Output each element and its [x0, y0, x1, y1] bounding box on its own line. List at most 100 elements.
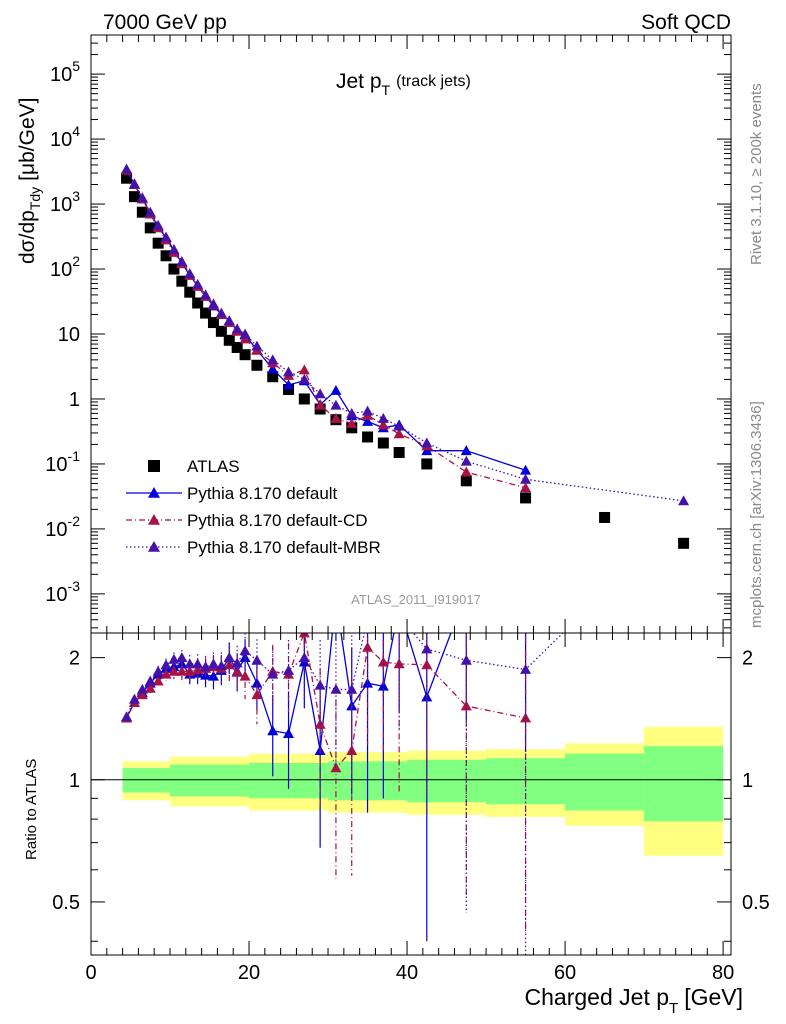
mc-point — [184, 268, 196, 279]
ratio-point — [362, 677, 374, 688]
stat-uncertainty-band — [644, 746, 724, 822]
ratio-point — [298, 652, 310, 663]
mc-point — [678, 495, 690, 506]
atlas-data-point — [520, 492, 532, 504]
header-right: Soft QCD — [641, 11, 731, 34]
atlas-data-point — [144, 222, 156, 234]
mc-point — [520, 473, 532, 484]
rivet-label: Rivet 3.1.10, ≥ 200k events — [748, 83, 765, 265]
ratio-point — [394, 611, 405, 621]
legend: ATLAS Pythia 8.170 default Pythia 8.170 de… — [126, 457, 381, 557]
mc-point — [330, 413, 342, 423]
mc-point — [460, 455, 472, 466]
ratio-plot-frame — [90, 632, 732, 956]
chart-title: Jet pT (track jets) — [336, 70, 471, 98]
ratio-point — [176, 665, 188, 676]
ratio-tick-label-left: 1 — [69, 770, 80, 792]
ratio-plot-series — [121, 601, 564, 955]
mc-point — [231, 323, 243, 334]
mc-point — [267, 363, 279, 374]
legend-marker — [148, 487, 160, 498]
ratio-series-1 — [121, 601, 531, 942]
ratio-point — [152, 665, 164, 676]
y-tick-label: 103 — [50, 188, 80, 216]
ratio-point — [314, 718, 326, 729]
ratio-point — [330, 762, 342, 773]
ratio-point — [128, 693, 140, 704]
atlas-data-point — [207, 317, 219, 329]
ratio-point — [460, 654, 472, 665]
y-tick-label: 102 — [50, 253, 80, 281]
ratio-point — [330, 683, 342, 694]
atlas-data-point — [460, 475, 472, 487]
mc-point — [121, 163, 133, 174]
y-axis-label-main: dσ/dp — [16, 210, 39, 264]
ratio-point — [346, 745, 358, 756]
ratio-point — [121, 711, 133, 722]
ratio-point — [362, 641, 374, 652]
ratio-y-axis-label: Ratio to ATLAS — [23, 759, 40, 860]
y-axis-label-sub: Tdy — [27, 187, 43, 210]
y-tick-label: 105 — [50, 58, 80, 86]
mc-point — [330, 385, 342, 395]
x-tick-label: 0 — [85, 962, 96, 984]
ratio-point — [520, 712, 532, 723]
atlas-data-point — [192, 297, 204, 309]
legend-item: Pythia 8.170 default-CD — [126, 511, 368, 530]
ratio-point — [239, 670, 251, 681]
x-axis-label-main: Charged Jet p — [525, 984, 669, 1010]
ratio-point — [231, 666, 243, 677]
legend-marker — [148, 460, 160, 472]
mc-point — [239, 328, 251, 339]
ratio-point — [152, 675, 164, 686]
axis-ticks: 0 20 40 60 80 10-3 10-2 10-1 1 10 102 103 104 105 0.5 0… — [45, 34, 770, 984]
mc-point — [283, 379, 295, 390]
y-tick-label: 10-2 — [45, 513, 80, 541]
y-axis-label: dσ/dpTdy [μb/GeV] — [16, 98, 43, 265]
ratio-point — [168, 653, 180, 664]
ratio-point — [160, 659, 172, 670]
main-plot-series — [121, 163, 690, 549]
ratio-tick-label-left: 2 — [69, 648, 80, 670]
mc-point — [176, 256, 188, 267]
ratio-point — [207, 670, 219, 681]
atlas-data-point — [128, 191, 140, 203]
atlas-data-point — [421, 458, 433, 470]
mc-point — [144, 206, 156, 217]
ratio-point — [251, 689, 263, 700]
mc-point — [298, 373, 310, 384]
ratio-point — [231, 657, 243, 668]
mc-point — [207, 298, 219, 309]
series-0 — [121, 172, 690, 549]
ratio-point — [520, 601, 531, 611]
legend-label: Pythia 8.170 default-MBR — [187, 538, 381, 557]
ratio-point — [346, 683, 358, 694]
ratio-point — [314, 679, 326, 690]
ratio-point — [144, 675, 156, 686]
legend-marker — [148, 541, 160, 552]
ratio-point — [362, 613, 373, 623]
stat-uncertainty-band — [170, 764, 250, 797]
atlas-data-point — [223, 334, 235, 346]
ratio-tick-label-right: 1 — [742, 770, 753, 792]
atlas-data-point — [239, 349, 251, 361]
ratio-point — [207, 658, 219, 669]
mc-point — [393, 420, 405, 431]
y-axis-label-unit: [μb/GeV] — [16, 98, 39, 181]
mcplots-label: mcplots.cern.ch [arXiv:1306.3436] — [748, 401, 765, 628]
mc-point — [283, 366, 295, 377]
series-2 — [121, 164, 532, 493]
legend-item: Pythia 8.170 default — [126, 484, 338, 503]
ratio-point — [136, 683, 148, 694]
stat-uncertainty-band — [565, 753, 645, 811]
y-tick-label: 10-1 — [45, 448, 80, 476]
ratio-point — [298, 633, 310, 638]
atlas-data-point — [176, 275, 188, 287]
legend-item: ATLAS — [148, 457, 240, 476]
mc-point — [421, 437, 433, 448]
series-line — [125, 169, 526, 471]
atlas-data-point — [121, 172, 133, 184]
mc-point — [346, 407, 358, 418]
mc-point — [520, 482, 532, 493]
